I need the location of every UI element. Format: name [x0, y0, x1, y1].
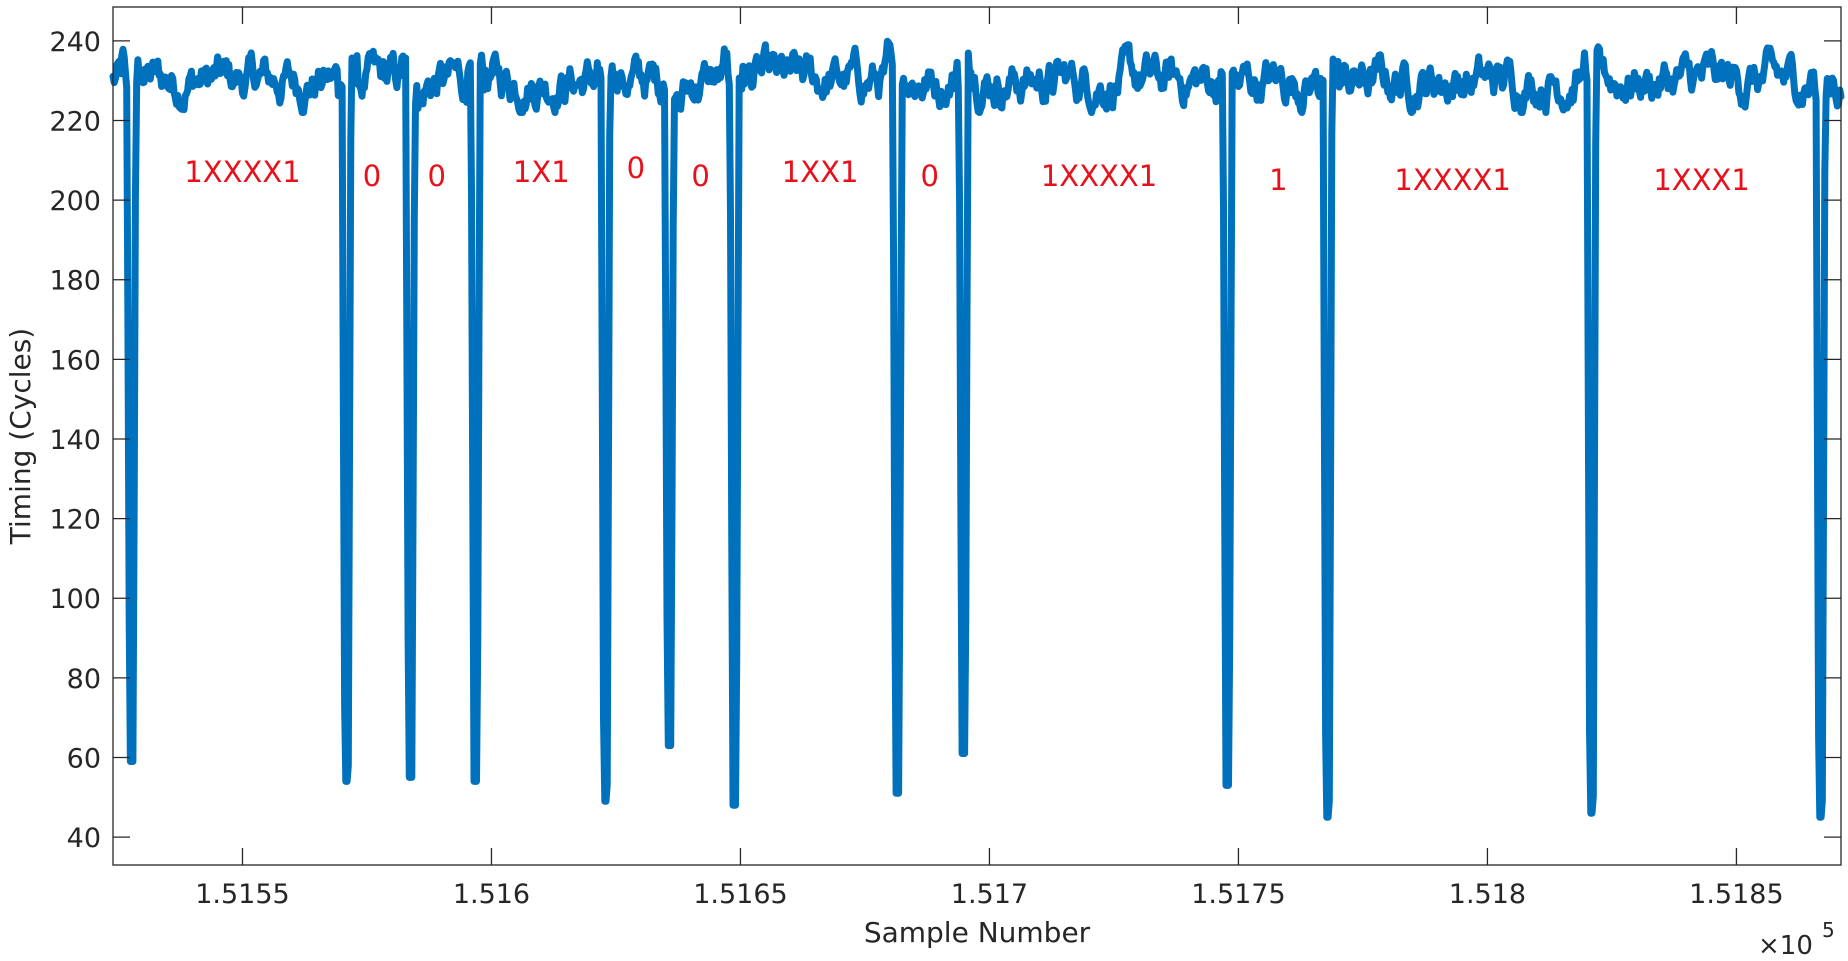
y-tick-label: 200	[49, 186, 101, 217]
svg-text:×10: ×10	[1758, 931, 1813, 961]
x-tick-label: 1.5185	[1689, 879, 1783, 910]
y-tick-label: 60	[67, 744, 101, 775]
x-tick-label: 1.5175	[1191, 879, 1285, 910]
x-tick-label: 1.5155	[195, 879, 289, 910]
bit-annotation: 1XXXX1	[184, 155, 300, 189]
bit-annotation: 1	[1269, 163, 1287, 197]
bit-annotation: 0	[691, 159, 709, 193]
annotations: 1XXXX1 0 0 1X1 0 0 1XX1 0 1XXXX1 1 1XXXX1 1XXX1	[184, 151, 1750, 197]
bit-annotation: 1XXXX1	[1041, 159, 1157, 193]
bit-annotation: 1X1	[513, 155, 570, 189]
y-tick-label: 160	[49, 345, 101, 376]
bit-annotation: 1XX1	[782, 155, 859, 189]
y-tick-label: 140	[49, 425, 101, 456]
y-tick-label: 180	[49, 266, 101, 297]
y-axis-label: Timing (Cycles)	[4, 328, 37, 545]
svg-text:5: 5	[1822, 918, 1835, 942]
axes-box	[112, 6, 1842, 866]
bit-annotation: 0	[627, 151, 645, 185]
bit-annotation: 0	[427, 159, 445, 193]
x-tick-label: 1.517	[951, 879, 1028, 910]
plot-area	[109, 37, 1845, 821]
y-tick-label: 80	[67, 664, 101, 695]
bit-annotation: 1XXX1	[1653, 163, 1750, 197]
x-axis-label: Sample Number	[864, 916, 1091, 949]
x-tick-label: 1.516	[453, 879, 530, 910]
x-tick-label: 1.518	[1449, 879, 1526, 910]
y-tick-label: 100	[49, 584, 101, 615]
timing-series-line	[109, 37, 1845, 821]
axes: 1.5155 1.516 1.5165 1.517 1.5175 1.518 1.5185 4…	[49, 6, 1842, 910]
y-tick-label: 120	[49, 505, 101, 536]
y-tick-label: 40	[67, 823, 101, 854]
y-tick-label: 240	[49, 27, 101, 58]
bit-annotation: 1XXXX1	[1394, 163, 1510, 197]
bit-annotation: 0	[363, 159, 381, 193]
x-tick-label: 1.5165	[693, 879, 787, 910]
x-exponent-label: ×10 5	[1758, 918, 1835, 961]
bit-annotation: 0	[920, 159, 938, 193]
y-tick-label: 220	[49, 106, 101, 137]
